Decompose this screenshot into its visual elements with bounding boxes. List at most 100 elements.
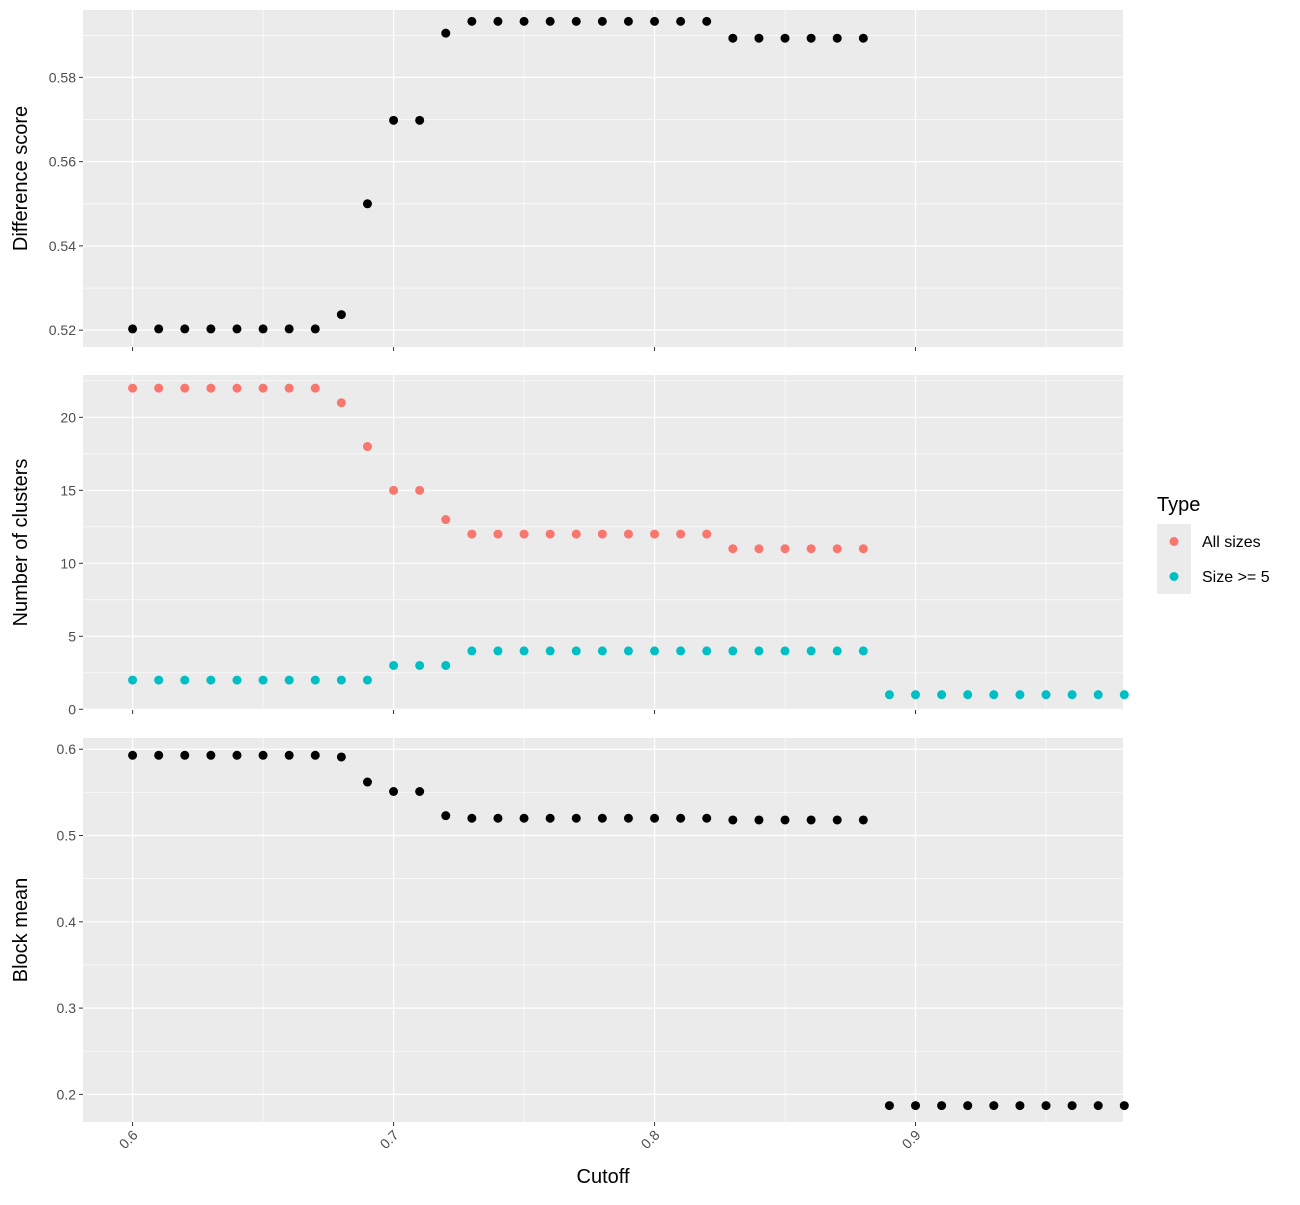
data-point [623, 529, 633, 539]
data-point [467, 813, 477, 823]
data-point [362, 442, 372, 452]
data-point [310, 675, 320, 685]
legend-title: Type [1157, 494, 1200, 516]
legend-label: All sizes [1202, 534, 1261, 551]
y-tick-label: 0.58 [49, 69, 76, 85]
data-point [154, 324, 164, 334]
data-point [858, 33, 868, 43]
data-point [780, 646, 790, 656]
data-point [206, 750, 216, 760]
data-point [623, 16, 633, 26]
data-point [284, 675, 294, 685]
data-point [597, 529, 607, 539]
data-point [154, 750, 164, 760]
data-point [676, 16, 686, 26]
data-point [493, 813, 503, 823]
data-point [258, 383, 268, 393]
data-point [623, 646, 633, 656]
data-point [206, 383, 216, 393]
legend-key-point [1169, 537, 1179, 546]
data-point [441, 660, 451, 670]
data-point [389, 485, 399, 495]
data-point [258, 675, 268, 685]
data-point [650, 813, 660, 823]
data-point [702, 16, 712, 26]
data-point [858, 646, 868, 656]
y-tick-label: 0.5 [57, 828, 77, 844]
y-tick-label: 15 [60, 482, 76, 498]
panel-background [83, 738, 1123, 1122]
y-tick-label: 0.56 [49, 154, 76, 170]
data-point [545, 529, 555, 539]
data-point [232, 750, 242, 760]
data-point [258, 750, 268, 760]
data-point [884, 1101, 894, 1111]
data-point [467, 646, 477, 656]
data-point [1015, 690, 1025, 700]
data-point [493, 529, 503, 539]
data-point [258, 324, 268, 334]
y-tick-label: 0.4 [57, 914, 77, 930]
x-axis-title: Cutoff [577, 1166, 630, 1188]
data-point [415, 115, 425, 125]
data-point [702, 646, 712, 656]
data-point [232, 324, 242, 334]
data-point [650, 646, 660, 656]
data-point [206, 324, 216, 334]
data-point [780, 815, 790, 825]
data-point [493, 646, 503, 656]
data-point [676, 813, 686, 823]
data-point [911, 690, 921, 700]
data-point [832, 33, 842, 43]
data-point [597, 813, 607, 823]
data-point [571, 529, 581, 539]
panel-difference-score: 0.52 0.54 0.56 0.58 Difference score [10, 10, 1123, 351]
data-point [676, 529, 686, 539]
data-point [519, 646, 529, 656]
y-tick-label: 0 [68, 701, 76, 717]
data-point [806, 33, 816, 43]
data-point [702, 529, 712, 539]
data-point [180, 675, 190, 685]
data-point [989, 1101, 999, 1111]
data-point [389, 660, 399, 670]
data-point [336, 398, 346, 408]
data-point [310, 383, 320, 393]
data-point [963, 690, 973, 700]
data-point [362, 777, 372, 787]
data-point [545, 646, 555, 656]
data-point [728, 33, 738, 43]
panel-background [83, 375, 1123, 710]
x-tick-label: 0.7 [377, 1127, 402, 1152]
data-point [128, 750, 138, 760]
data-point [963, 1101, 973, 1111]
data-point [1041, 690, 1051, 700]
data-point [911, 1101, 921, 1111]
data-point [362, 199, 372, 209]
data-point [389, 787, 399, 797]
x-tick-label: 0.6 [116, 1127, 141, 1152]
data-point [1067, 1101, 1077, 1111]
data-point [858, 815, 868, 825]
data-point [467, 529, 477, 539]
y-tick-label: 10 [60, 555, 76, 571]
data-point [1093, 690, 1103, 700]
y-tick-label: 0.2 [57, 1086, 77, 1102]
data-point [597, 646, 607, 656]
data-point [519, 16, 529, 26]
data-point [310, 750, 320, 760]
y-tick-label: 5 [68, 628, 76, 644]
data-point [676, 646, 686, 656]
data-point [206, 675, 216, 685]
data-point [389, 115, 399, 125]
data-point [128, 383, 138, 393]
data-point [650, 16, 660, 26]
data-point [832, 646, 842, 656]
data-point [623, 813, 633, 823]
data-point [597, 16, 607, 26]
data-point [441, 28, 451, 38]
y-tick-label: 0.54 [49, 238, 76, 254]
data-point [832, 544, 842, 554]
